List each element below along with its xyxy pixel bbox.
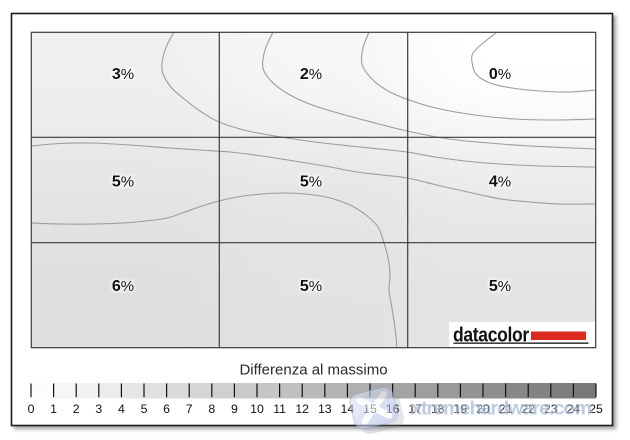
svg-text:3: 3 [95, 402, 102, 416]
svg-text:17: 17 [408, 402, 422, 416]
svg-text:21: 21 [499, 402, 513, 416]
svg-text:13: 13 [318, 402, 332, 416]
svg-text:xtremehardware.com: xtremehardware.com [411, 398, 592, 420]
svg-text:0: 0 [28, 402, 35, 416]
svg-text:4: 4 [118, 402, 125, 416]
svg-text:6%: 6% [112, 278, 134, 295]
svg-text:3%: 3% [112, 66, 134, 83]
svg-text:5%: 5% [489, 278, 511, 295]
svg-text:3%: 3% [112, 66, 134, 83]
svg-text:datacolor: datacolor [453, 324, 530, 347]
svg-text:18: 18 [431, 402, 445, 416]
svg-text:2%: 2% [300, 66, 322, 83]
svg-text:8: 8 [208, 402, 215, 416]
svg-text:5%: 5% [489, 278, 511, 295]
svg-text:23: 23 [544, 402, 558, 416]
svg-text:19: 19 [454, 402, 468, 416]
svg-text:4%: 4% [489, 174, 511, 191]
svg-text:5%: 5% [300, 278, 322, 295]
svg-text:0%: 0% [489, 66, 511, 83]
svg-text:5%: 5% [300, 278, 322, 295]
svg-text:11: 11 [273, 402, 286, 416]
svg-text:6: 6 [163, 402, 170, 416]
svg-text:2%: 2% [300, 66, 322, 83]
svg-text:9: 9 [231, 402, 238, 416]
svg-text:24: 24 [567, 402, 581, 416]
svg-text:6%: 6% [112, 278, 134, 295]
svg-text:12: 12 [295, 402, 309, 416]
svg-text:4%: 4% [489, 174, 511, 191]
svg-text:20: 20 [476, 402, 490, 416]
svg-text:22: 22 [521, 402, 535, 416]
svg-text:Differenza al massimo: Differenza al massimo [239, 362, 387, 379]
svg-text:10: 10 [250, 402, 264, 416]
svg-text:2: 2 [73, 402, 80, 416]
svg-text:5: 5 [141, 402, 148, 416]
svg-text:7: 7 [186, 402, 193, 416]
svg-text:25: 25 [589, 402, 603, 416]
svg-text:5%: 5% [112, 174, 134, 191]
svg-text:5%: 5% [300, 174, 322, 191]
svg-text:5%: 5% [300, 174, 322, 191]
svg-text:5%: 5% [112, 174, 134, 191]
svg-text:0%: 0% [489, 66, 511, 83]
svg-text:1: 1 [50, 402, 57, 416]
